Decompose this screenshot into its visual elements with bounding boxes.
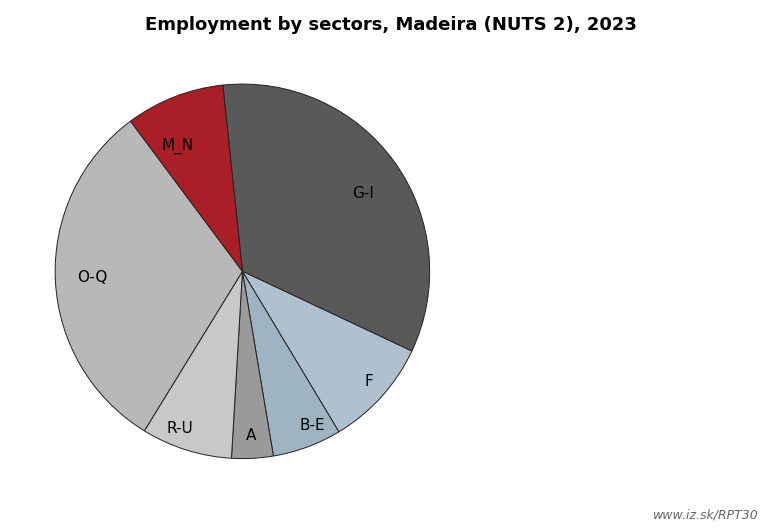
Text: A: A [246,428,256,443]
Wedge shape [131,85,242,271]
Text: www.iz.sk/RPT30: www.iz.sk/RPT30 [653,509,759,521]
Text: Employment by sectors, Madeira (NUTS 2), 2023: Employment by sectors, Madeira (NUTS 2),… [145,16,637,34]
Text: F: F [364,375,374,389]
Wedge shape [56,121,242,431]
Wedge shape [145,271,242,458]
Wedge shape [223,84,429,351]
Text: B-E: B-E [300,418,325,434]
Wedge shape [242,271,339,456]
Text: O-Q: O-Q [77,270,108,285]
Wedge shape [231,271,274,459]
Legend: A: 4200, 3.6%, B-E: 7000, 6%, F: 11000, 9.4%, G-I: 39500, 33.7%, M_N: 10000, 8.5: A: 4200, 3.6%, B-E: 7000, 6%, F: 11000, … [477,180,665,352]
Wedge shape [242,271,412,432]
Text: R-U: R-U [167,421,193,436]
Text: M_N: M_N [161,138,193,154]
Text: G-I: G-I [353,186,375,201]
